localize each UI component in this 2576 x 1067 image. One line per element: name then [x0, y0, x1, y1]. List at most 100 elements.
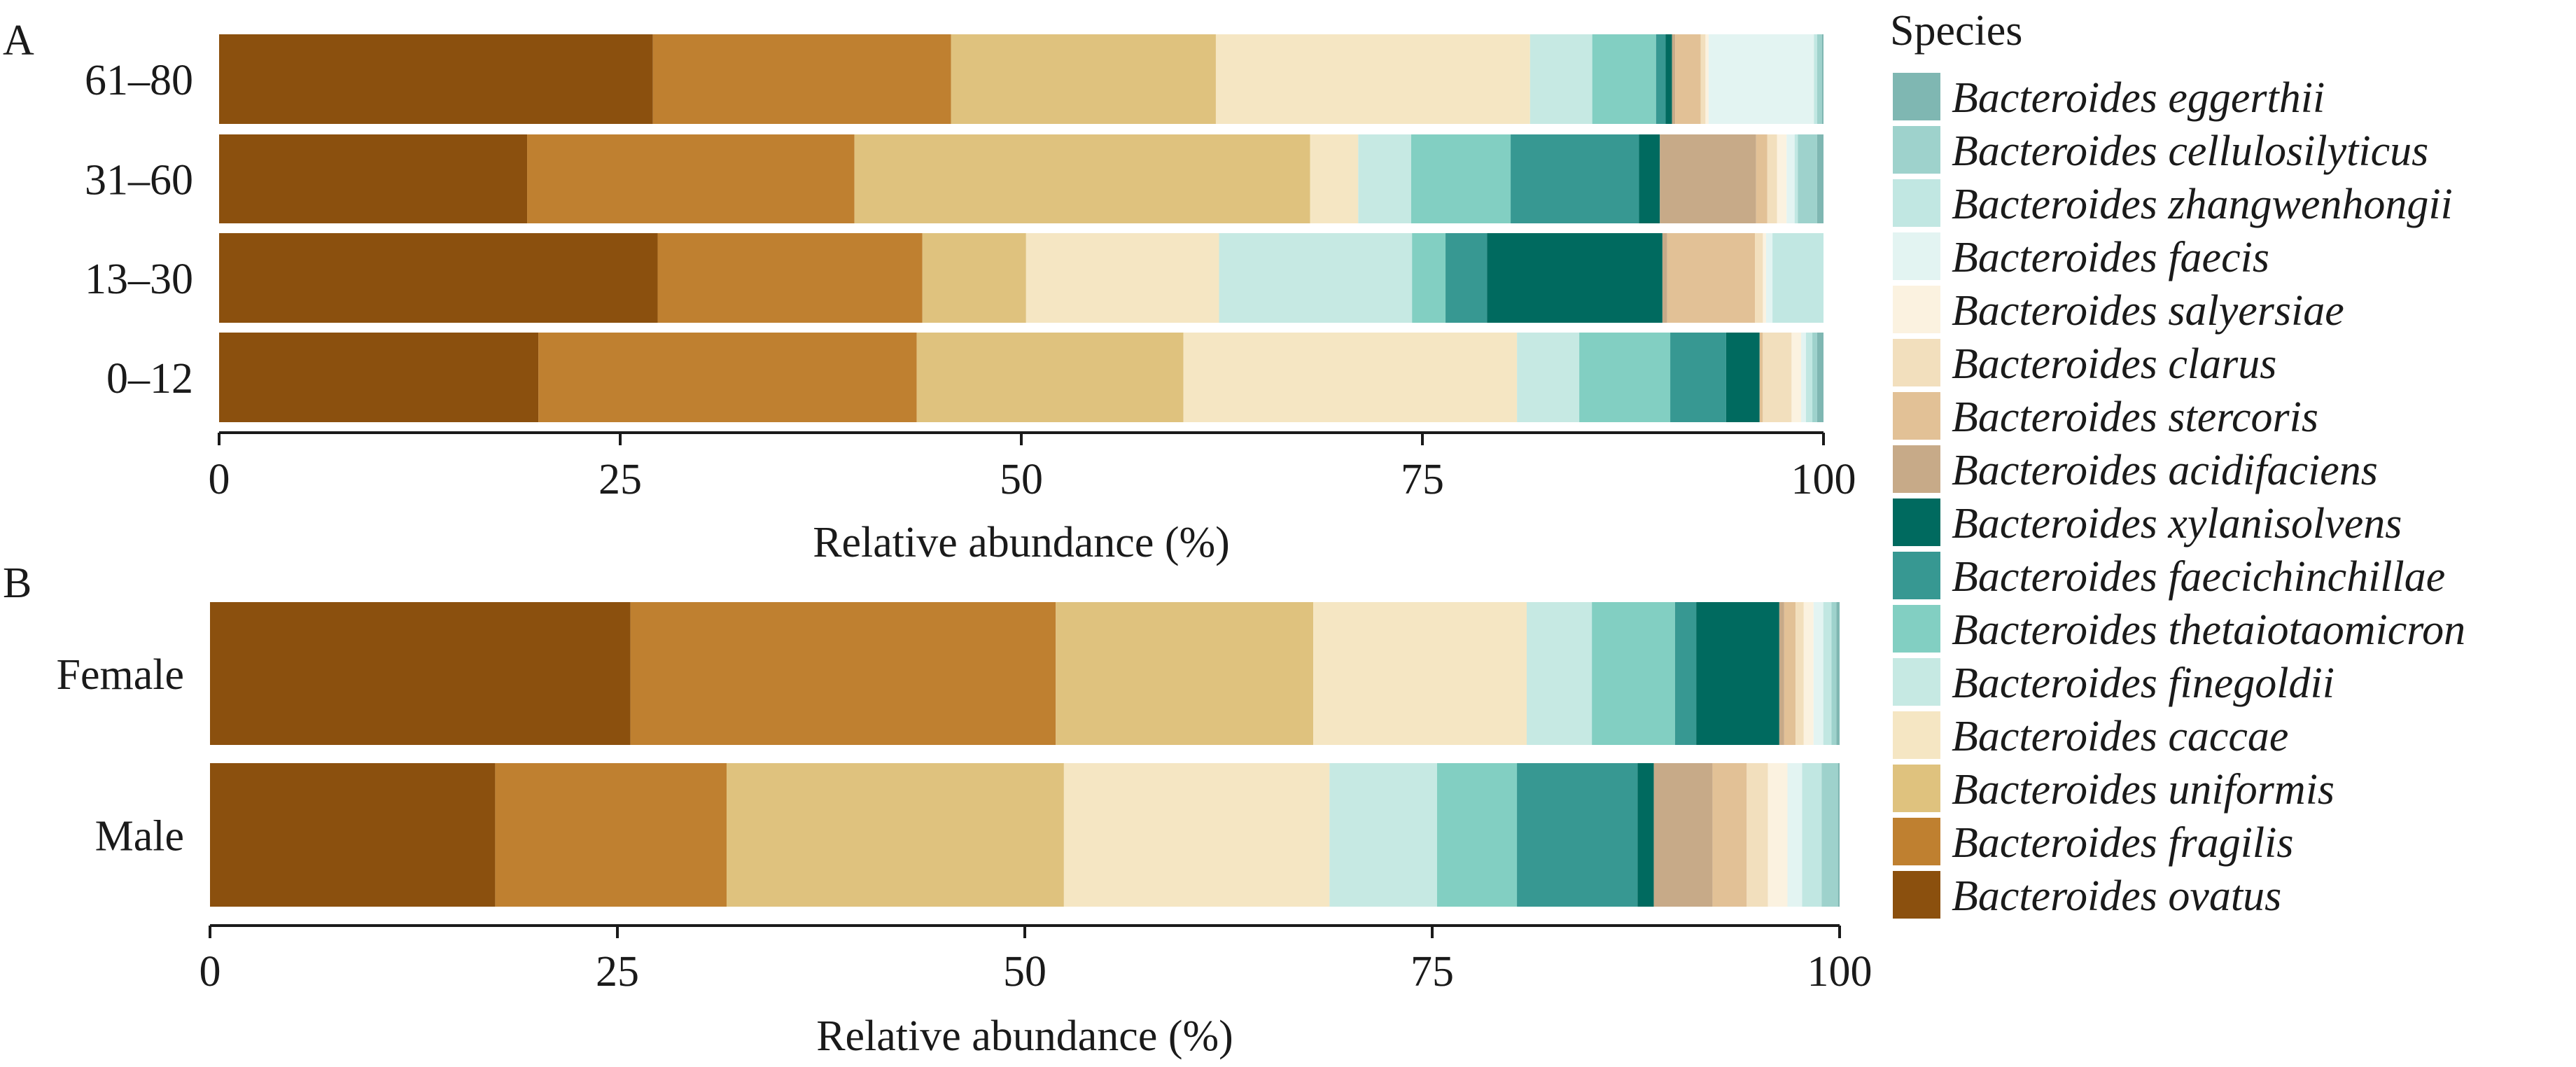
- panel-a-bar-0-12-caccae: [1183, 333, 1518, 422]
- legend-label-cellulosilyticus: Bacteroides cellulosilyticus: [1952, 127, 2428, 175]
- panel-a-x-tick-label-100: 100: [1791, 456, 1856, 503]
- panel-a-x-axis-title: Relative abundance (%): [813, 519, 1230, 566]
- panel-b-bar-female-eggerthii: [1836, 602, 1840, 745]
- legend-swatch-ovatus: [1893, 871, 1940, 919]
- panel-b-bar-male-clarus: [1746, 763, 1768, 907]
- panel-a-bar-0-12-faecichinchillae: [1670, 333, 1726, 422]
- panel-b-bar-male-stercoris: [1712, 763, 1747, 907]
- panel-a-bar-61-80-uniformis: [951, 34, 1216, 124]
- legend-label-clarus: Bacteroides clarus: [1952, 340, 2276, 388]
- panel-b-bar-male-caccae: [1063, 763, 1330, 907]
- panel-a-bar-0-12-finegoldii: [1517, 333, 1580, 422]
- panel-b-bar-male-salyersiae: [1768, 763, 1788, 907]
- panel-a-bar-0-12-uniformis: [916, 333, 1184, 422]
- panel-a-bar-0-12-xylanisolvens: [1726, 333, 1760, 422]
- panel-a-bar-31-60-fragilis: [527, 134, 855, 223]
- legend-swatch-clarus: [1893, 339, 1940, 386]
- panel-b-bar-female-salyersiae: [1803, 602, 1814, 745]
- panel-a-bar-61-80-faecis: [1708, 34, 1814, 124]
- panel-a-bar-31-60-zhangwenhongii: [1794, 134, 1798, 223]
- panel-a-x-tick-label-50: 50: [1000, 456, 1043, 503]
- panel-b-x-tick-label-75: 75: [1410, 948, 1454, 996]
- panel-a-bar-13-30-finegoldii: [1219, 233, 1413, 323]
- panel-a-bar-31-60-finegoldii: [1358, 134, 1411, 223]
- panel-b-bar-female-uniformis: [1056, 602, 1314, 745]
- panel-b-bar-male-xylanisolvens: [1637, 763, 1654, 907]
- legend-label-faecis: Bacteroides faecis: [1952, 234, 2269, 281]
- panel-a-bar-61-80-acidifaciens: [1672, 34, 1676, 124]
- panel-b-bar-male-ovatus: [210, 763, 496, 907]
- panel-a-bar-0-12-ovatus: [219, 333, 539, 422]
- legend-swatch-salyersiae: [1893, 286, 1940, 333]
- panel-a-bar-13-30-acidifaciens: [1662, 233, 1667, 323]
- panel-a-bar-61-80-xylanisolvens: [1665, 34, 1672, 124]
- legend-label-caccae: Bacteroides caccae: [1952, 713, 2288, 760]
- panel-b-bar-male-zhangwenhongii: [1802, 763, 1822, 907]
- legend-swatch-fragilis: [1893, 818, 1940, 865]
- panel-a-bar-0-12-cellulosilyticus: [1812, 333, 1817, 422]
- panel-b-bar-male-finegoldii: [1329, 763, 1437, 907]
- panel-a-bar-61-80-eggerthii: [1821, 34, 1823, 124]
- panel-b-bar-female-zhangwenhongii: [1823, 602, 1832, 745]
- legend-label-fragilis: Bacteroides fragilis: [1952, 819, 2294, 867]
- panel-b-bar-female-stercoris: [1784, 602, 1796, 745]
- panel-a-bar-13-30-faecichinchillae: [1446, 233, 1488, 323]
- panel-a-bar-13-30-caccae: [1026, 233, 1219, 323]
- panel-a-bar-31-60-ovatus: [219, 134, 528, 223]
- panel-a-category-31-60: 31–60: [85, 157, 193, 204]
- panel-b-bar-female-faecichinchillae: [1674, 602, 1697, 745]
- legend-swatch-uniformis: [1893, 765, 1940, 812]
- panel-a-bar-61-80-clarus: [1700, 34, 1706, 124]
- panel-b-x-tick-label-0: 0: [200, 948, 221, 996]
- panel-b-bar-male-uniformis: [726, 763, 1064, 907]
- panel-b-x-tick-label-25: 25: [596, 948, 639, 996]
- panel-b-bar-female-ovatus: [210, 602, 631, 745]
- panel-a-bar-31-60-acidifaciens: [1660, 134, 1756, 223]
- legend-swatch-stercoris: [1893, 392, 1940, 440]
- panel-a-bar-61-80-thetaiotaomicron: [1592, 34, 1656, 124]
- panel-b-bar-male-acidifaciens: [1653, 763, 1713, 907]
- panel-a-bar-0-12-thetaiotaomicron: [1579, 333, 1671, 422]
- panel-a-x-tick-label-0: 0: [209, 456, 230, 503]
- panel-a-bar-61-80-stercoris: [1675, 34, 1701, 124]
- panel-b-bar-female-xylanisolvens: [1696, 602, 1779, 745]
- panel-b-bar-male-cellulosilyticus: [1821, 763, 1838, 907]
- panel-b-x-tick-label-50: 50: [1003, 948, 1046, 996]
- panel-a-bar-13-30-xylanisolvens: [1487, 233, 1662, 323]
- legend-title: Species: [1890, 7, 2022, 55]
- panel-a-label: A: [3, 17, 34, 64]
- panel-b-x-tick-label-100: 100: [1807, 948, 1872, 996]
- legend-label-salyersiae: Bacteroides salyersiae: [1952, 287, 2344, 335]
- panel-a-bar-13-30-salyersiae: [1763, 233, 1766, 323]
- panel-b-label: B: [3, 559, 31, 607]
- legend-label-stercoris: Bacteroides stercoris: [1952, 393, 2318, 441]
- legend-swatch-zhangwenhongii: [1893, 179, 1940, 227]
- panel-a-category-0-12: 0–12: [106, 355, 193, 403]
- panel-a-bar-61-80-finegoldii: [1530, 34, 1592, 124]
- panel-a-bar-31-60-clarus: [1767, 134, 1777, 223]
- panel-a-bar-13-30-uniformis: [922, 233, 1026, 323]
- panel-a-bar-31-60-xylanisolvens: [1639, 134, 1660, 223]
- legend-label-eggerthii: Bacteroides eggerthii: [1952, 74, 2325, 122]
- panel-a-bar-13-30-ovatus: [219, 233, 658, 323]
- legend-swatch-finegoldii: [1893, 658, 1940, 706]
- panel-a-bar-61-80-salyersiae: [1705, 34, 1709, 124]
- panel-a-bar-61-80-caccae: [1215, 34, 1530, 124]
- legend-swatch-eggerthii: [1893, 73, 1940, 120]
- legend-swatch-cellulosilyticus: [1893, 126, 1940, 174]
- panel-b-bar-female-acidifaciens: [1779, 602, 1784, 745]
- panel-b-bar-female-fragilis: [630, 602, 1056, 745]
- panel-a-bar-13-30-faecis: [1765, 233, 1773, 323]
- panel-b-bar-female-faecis: [1813, 602, 1823, 745]
- panel-b-bar-female-caccae: [1313, 602, 1527, 745]
- panel-a-bar-0-12-clarus: [1763, 333, 1792, 422]
- panel-a-bar-61-80-cellulosilyticus: [1816, 34, 1822, 124]
- panel-a-bar-61-80-faecichinchillae: [1656, 34, 1666, 124]
- panel-a-bar-31-60-salyersiae: [1777, 134, 1787, 223]
- panel-b-bar-male-thetaiotaomicron: [1436, 763, 1518, 907]
- legend-swatch-caccae: [1893, 711, 1940, 759]
- legend-label-xylanisolvens: Bacteroides xylanisolvens: [1952, 500, 2402, 548]
- panel-a-bar-0-12-zhangwenhongii: [1805, 333, 1813, 422]
- panel-b-bar-female-thetaiotaomicron: [1592, 602, 1675, 745]
